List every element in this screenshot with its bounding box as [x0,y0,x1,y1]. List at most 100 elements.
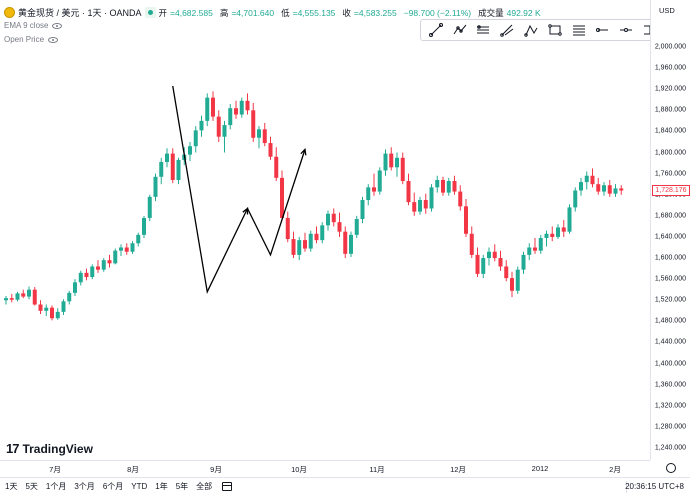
candle [561,220,566,237]
tradingview-logo[interactable]: 17 TradingView [6,441,93,456]
range-5d[interactable]: 5天 [25,482,38,491]
range-1y[interactable]: 1年 [155,482,168,491]
candle-body [504,266,509,279]
range-1m[interactable]: 1个月 [45,482,67,491]
last-price-tag: 1,728.176 [652,185,690,196]
candle [84,268,89,281]
market-status-icon[interactable] [144,7,156,18]
symbol-title[interactable]: 黄金现货 / 美元 · 1天 · OANDA [18,8,142,18]
candle [234,100,238,119]
candlestick-chart[interactable] [0,0,650,460]
candle [9,293,14,303]
high-label: 高 [219,7,229,18]
time-tick: 2012 [531,464,549,473]
candle-body [199,120,204,131]
candle-body [343,231,348,254]
price-tick: 1,360.000 [654,381,686,389]
candle [308,230,313,252]
candle-body [107,260,112,264]
time-axis[interactable]: 7月 8月 9月 10月 11月 12月 2012 2月 [0,460,650,476]
candle [556,224,560,240]
candle-body [314,233,319,241]
candle [107,254,112,268]
candle [389,147,394,171]
price-tick: 1,840.000 [654,127,686,135]
candle-body [205,97,210,121]
pitchfork-icon[interactable] [498,22,516,38]
indicator-ema-label: EMA 9 close [4,21,49,30]
price-axis[interactable]: USD 2,000.000 1,960.000 1,920.000 1,880.000… [650,0,690,460]
candle [297,236,302,261]
range-1d[interactable]: 1天 [5,482,18,491]
drawing-toolbar [420,19,666,41]
candle-body [147,196,152,218]
trend-line-icon[interactable] [427,22,445,38]
candle [400,152,405,185]
range-ytd[interactable]: YTD [131,482,148,491]
candle [239,97,244,118]
currency-label[interactable]: USD [659,6,675,15]
range-5y[interactable]: 5年 [175,482,189,491]
calendar-icon[interactable] [222,482,233,491]
clock[interactable]: 20:36:15 UTC+8 [625,482,684,491]
chart-area[interactable]: 黄金现货 / 美元 · 1天 · OANDA 开 =4,682.585 高 =4… [0,0,650,460]
indicator-open-price[interactable]: Open Price [4,35,59,44]
path-icon[interactable] [451,22,469,38]
horizontal-ray-icon[interactable] [593,22,611,38]
candle-body [262,129,267,144]
candle-body [113,250,118,264]
candle-body [55,311,60,319]
candle [32,287,37,306]
candle [257,126,261,149]
price-tick: 1,280.000 [654,423,686,431]
candle-body [32,289,37,305]
polyline-icon[interactable] [522,22,540,38]
candle [596,177,601,195]
range-6m[interactable]: 6个月 [102,482,124,491]
candle-body [429,187,434,209]
candle-body [320,225,325,241]
candle-body [251,110,256,138]
candle-body [44,307,49,311]
candle [113,248,118,265]
candle-body [561,227,566,232]
candle-body [142,217,146,235]
candle-body [349,234,353,254]
candle-body [533,247,537,251]
candle-body [613,188,618,194]
time-tick: 2月 [609,465,621,474]
rectangle-icon[interactable] [546,22,564,38]
candle-body [27,289,31,297]
horizontal-line-icon[interactable] [617,22,635,38]
drawn-zigzag-line[interactable] [172,85,306,294]
range-all[interactable]: 全部 [196,482,213,491]
high-value: =4,701.640 [231,7,275,18]
candle [446,177,451,196]
symbol-header[interactable]: 黄金现货 / 美元 · 1天 · OANDA 开 =4,682.585 高 =4… [4,6,545,19]
candle-body [360,200,365,220]
candle-body [234,108,238,115]
candle [90,264,95,280]
eye-icon[interactable] [52,22,63,29]
candle-body [337,222,342,232]
candle-body [607,185,612,194]
candle-body [395,157,399,168]
candle [147,194,152,222]
eye-icon[interactable] [48,36,59,43]
candle [538,234,543,254]
logo-text: TradingView [22,441,93,456]
price-tick: 2,000.000 [654,43,686,51]
settings-icon[interactable] [666,463,676,473]
candle [130,241,135,254]
candle-body [285,217,290,240]
time-tick: 10月 [291,465,307,474]
candle [487,247,491,266]
range-3m[interactable]: 3个月 [74,482,95,491]
candle [469,226,474,259]
price-tick: 1,400.000 [654,360,686,368]
fib-fan-icon[interactable] [570,22,588,38]
channel-icon[interactable] [474,22,492,38]
candle [498,250,503,271]
candle-body [602,185,606,192]
indicator-ema[interactable]: EMA 9 close [4,21,63,30]
